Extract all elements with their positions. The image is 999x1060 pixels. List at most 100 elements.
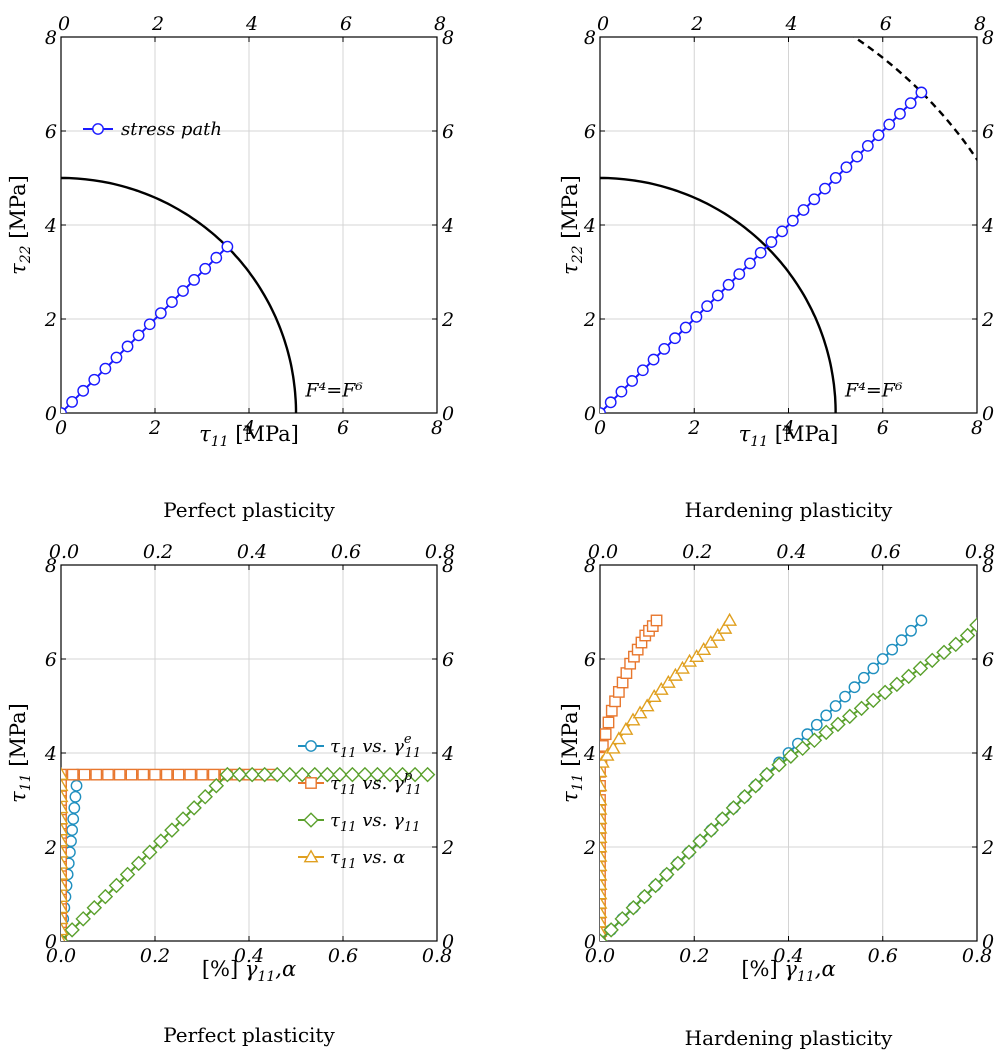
data-point [872,129,885,142]
y-axis-label: τ11 [MPa] [558,703,586,803]
x-tick-label-top: 0.8 [425,541,455,563]
data-point [959,627,976,644]
y-tick-label-right: 4 [981,215,994,237]
data-point [904,97,917,110]
data-point [820,709,833,722]
data-point [344,766,361,783]
y-axis-label: τ11 [MPa] [6,703,34,803]
data-point [61,888,69,903]
plot-area [600,37,977,413]
data-point [736,789,753,805]
y-tick-label-left: 2 [583,837,596,859]
data-point [61,778,69,792]
y-axis-label: τ22 [MPa] [6,175,34,275]
data-point [771,757,787,773]
data-point [61,911,69,925]
data-point [851,150,864,163]
data-point [681,844,697,861]
data-point [332,766,348,783]
data-point [653,681,669,695]
data-point [969,617,977,633]
data-point [639,698,655,712]
data-point [70,779,83,792]
plot-area [61,766,436,941]
data-point [244,766,260,783]
data-point [912,660,929,677]
data-point [196,768,208,781]
data-point [883,118,896,131]
data-point [90,768,103,781]
chart-panel-3: 0.00.00.20.20.40.40.60.60.80.80 02 24 46 68 8… [6,541,455,1047]
data-point [733,268,746,280]
data-point [61,800,69,814]
y-tick-label-right: 0 [982,931,994,953]
series-4 [61,766,69,941]
data-point [219,766,236,783]
y-tick-label-right: 8 [982,555,994,577]
y-tick-label-left: 4 [44,215,57,237]
data-point [646,688,662,702]
data-point [600,407,606,413]
data-point [625,712,641,726]
y-tick-label-left: 8 [45,555,57,577]
data-point [61,933,66,941]
x-tick-label-top: 0.6 [331,541,361,563]
data-point [137,768,150,781]
data-point [61,775,67,788]
legend-marker [305,740,317,752]
x-tick-label-bottom: 2 [687,417,700,439]
legend-marker [303,812,319,828]
data-point [66,824,78,836]
data-point [894,107,906,120]
x-tick-label-bottom: 0.8 [422,945,452,967]
data-point [605,740,621,754]
data-point [125,768,138,781]
y-tick-label-left: 0 [45,403,57,425]
x-tick-label-top: 0.2 [682,541,712,563]
data-point [783,748,799,765]
data-point [132,329,145,342]
legend-label: τ11 vs. γ11 [330,810,420,835]
data-point [207,768,220,781]
data-point [143,318,156,331]
data-point [614,911,630,927]
data-point [604,396,617,409]
data-point [867,662,880,675]
data-point [842,708,858,725]
y-tick-label-right: 8 [442,27,454,49]
data-point [830,716,846,733]
data-point [600,858,608,872]
series-line [61,773,273,941]
x-tick-label-bottom: 0.4 [773,945,803,967]
data-point [759,766,775,783]
data-point [600,792,608,806]
data-point [703,822,719,838]
data-point [670,855,686,872]
y-tick-label-left: 8 [45,27,57,49]
data-point [808,193,821,206]
panel-caption: Hardening plasticity [685,1026,893,1050]
data-point [61,900,69,914]
y-tick-label-right: 6 [442,121,454,143]
data-point [256,766,273,783]
data-point [744,257,756,270]
data-point [141,844,158,861]
data-point [725,800,742,816]
y-tick-label-right: 0 [442,403,454,425]
data-point [858,671,870,684]
data-point [269,766,285,783]
x-tick-label-bottom: 0.8 [962,945,992,967]
data-point [600,886,608,900]
legend-marker [92,123,104,135]
panel-caption: Perfect plasticity [163,498,335,522]
data-point [754,246,767,259]
x-tick-label-bottom: 0.0 [46,945,76,967]
x-tick-label-bottom: 0.2 [679,945,709,967]
data-point [625,899,642,916]
data-point [905,624,917,637]
data-point [840,161,853,174]
legend-label: stress path [121,119,222,140]
data-point [61,833,69,847]
data-point [121,340,134,353]
